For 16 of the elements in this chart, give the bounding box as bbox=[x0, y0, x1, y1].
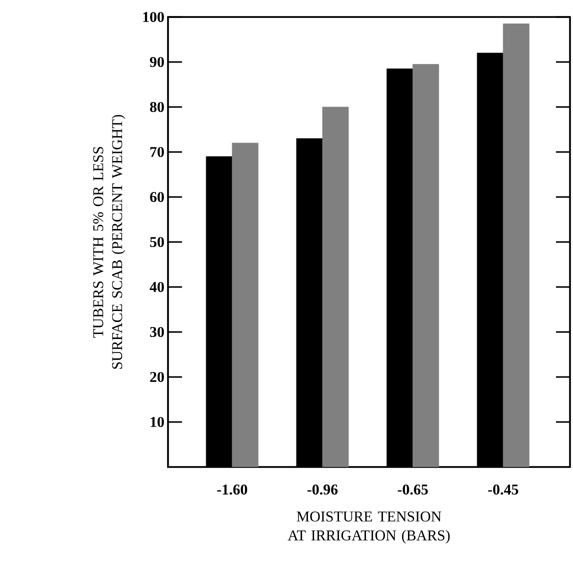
y-tick-label: 30 bbox=[150, 326, 164, 338]
y-tick-label: 20 bbox=[150, 372, 164, 382]
x-tick-label: -0.65 bbox=[398, 484, 428, 495]
y-tick-label: 60 bbox=[150, 192, 164, 202]
y-tick-label: 70 bbox=[150, 146, 164, 158]
x-tick-label: -1.60 bbox=[217, 484, 248, 495]
y-tick-label: 90 bbox=[150, 56, 164, 68]
y-axis-title: TUBERS WITH 5% OR LESS SURFACE SCAB (PERCENT WEIGHT) bbox=[93, 114, 126, 369]
y-tick-label: 40 bbox=[150, 282, 164, 292]
y-tick-label: 80 bbox=[150, 102, 164, 112]
y-tick-label: 50 bbox=[150, 236, 164, 248]
x-tick-label: -0.96 bbox=[307, 484, 338, 495]
y-tick-label: 10 bbox=[150, 416, 164, 428]
x-tick-label: -0.45 bbox=[488, 484, 518, 495]
y-tick-label: 100 bbox=[143, 12, 164, 22]
x-axis-title: MOISTURE TENSION AT IRRIGATION (BARS) bbox=[288, 512, 450, 544]
